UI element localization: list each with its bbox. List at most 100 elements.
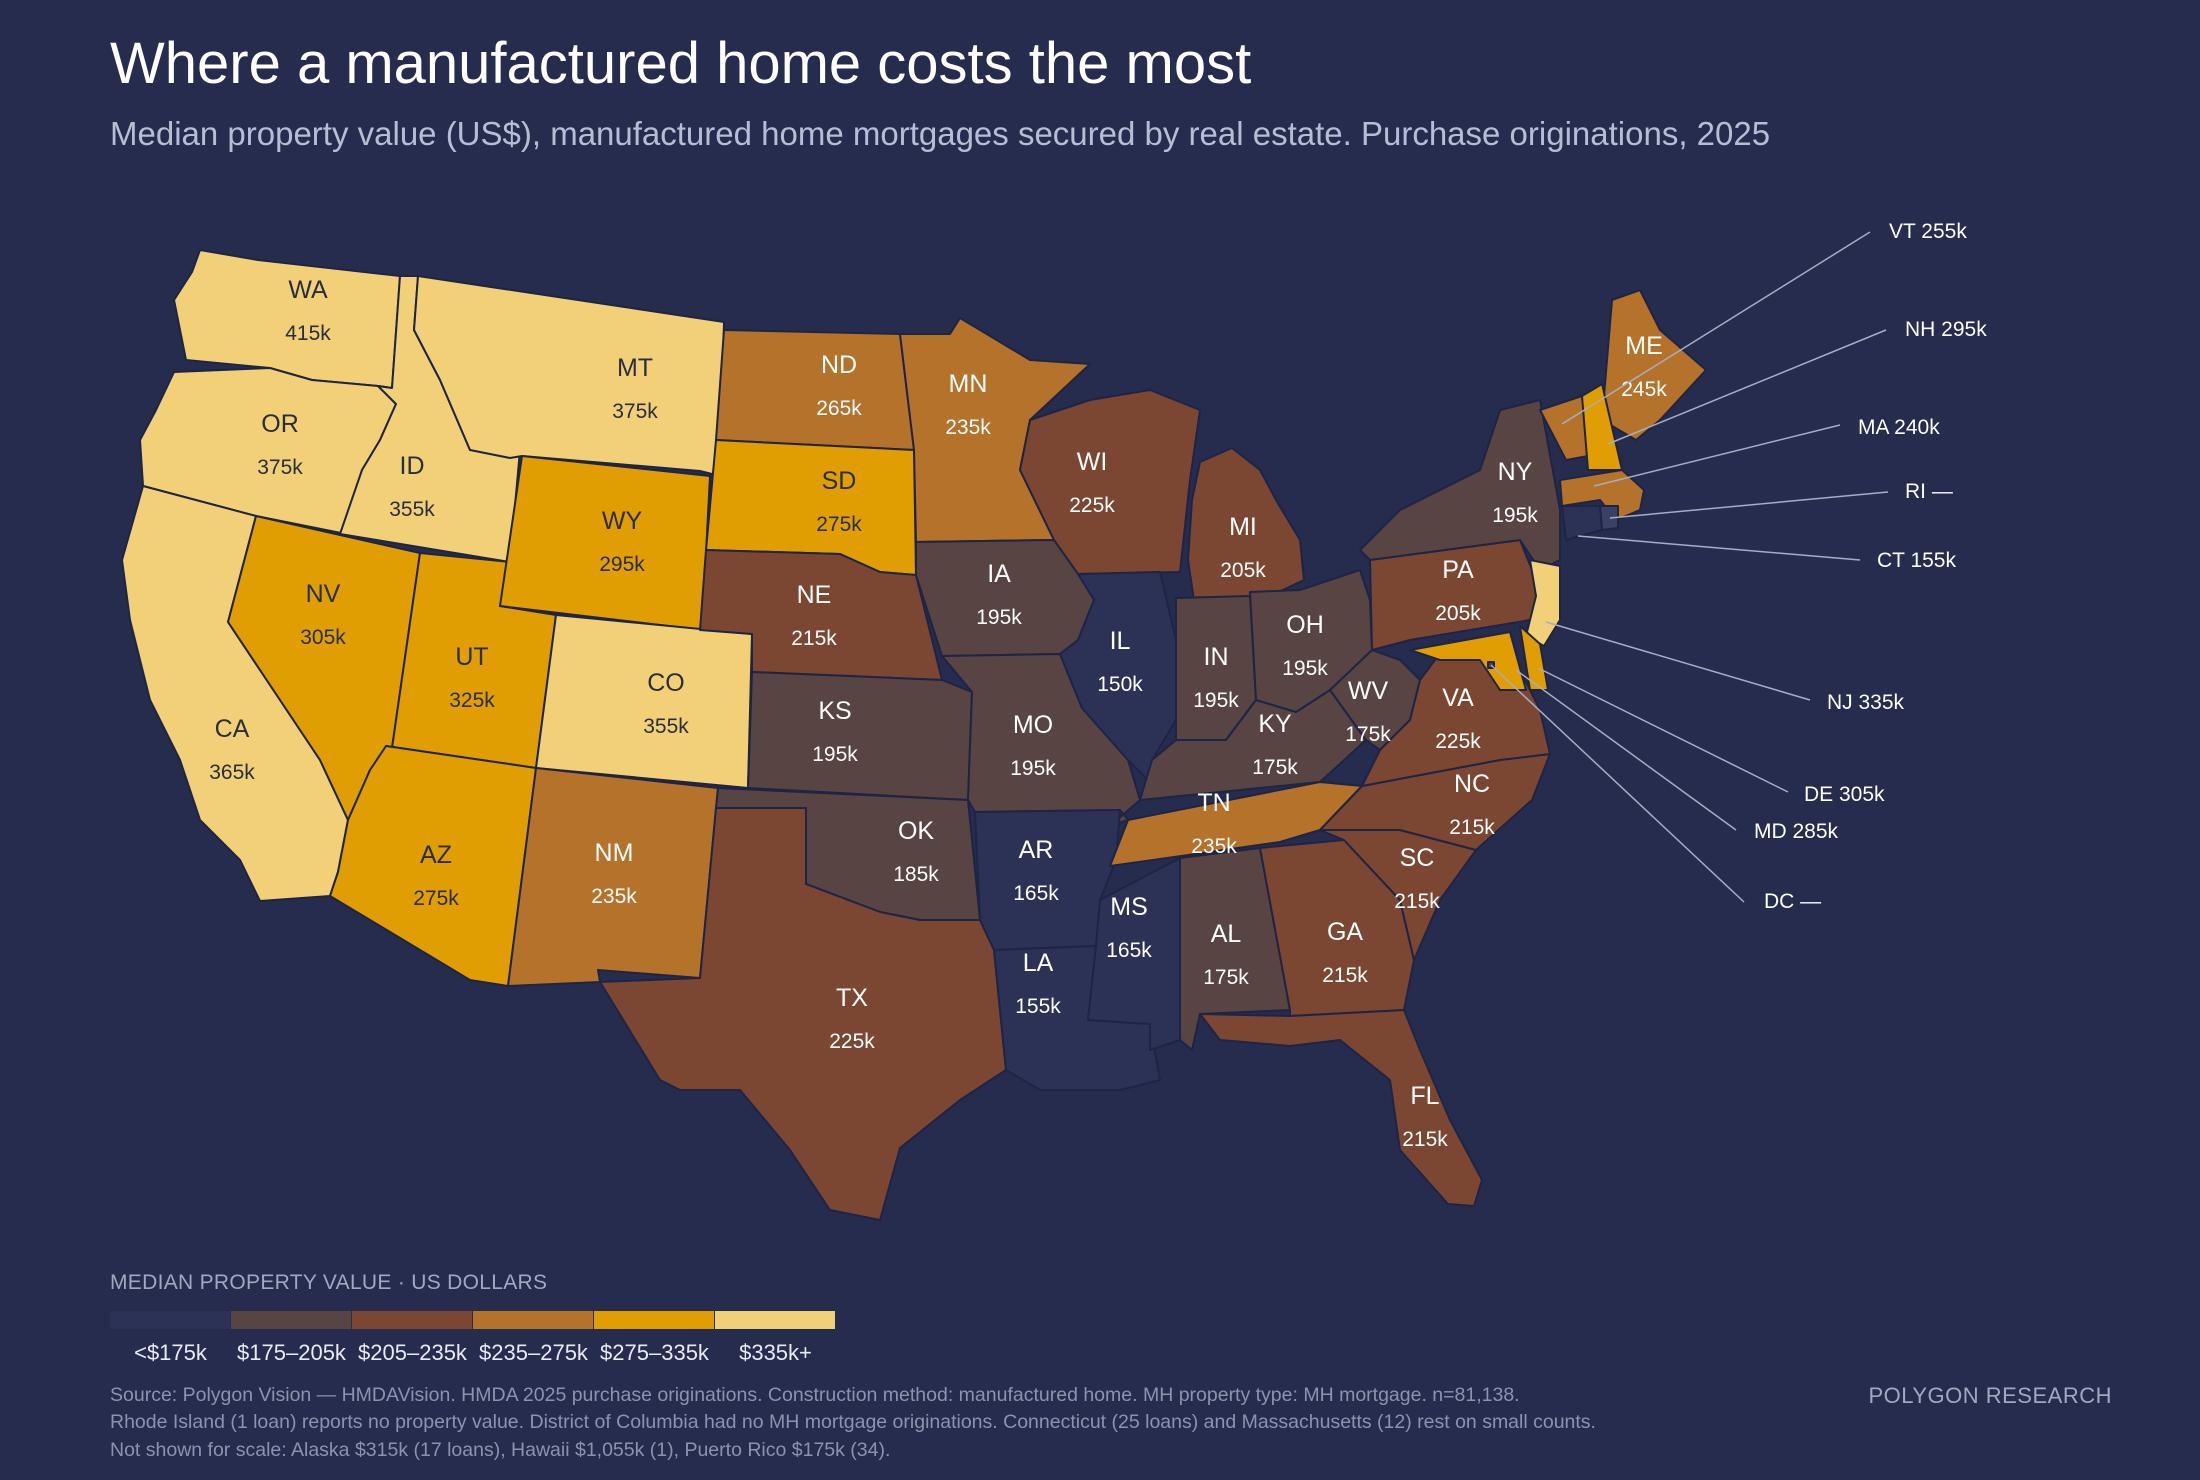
label-WY: WY (602, 507, 643, 535)
value-LA: 155k (1015, 995, 1061, 1018)
value-NM: 235k (591, 885, 637, 908)
value-MS: 165k (1106, 939, 1152, 962)
value-TN: 235k (1191, 835, 1237, 858)
label-TN: TN (1197, 789, 1230, 817)
callout-line-NH (1607, 329, 1887, 445)
state-KS[interactable] (747, 671, 973, 801)
value-CA: 365k (209, 761, 255, 784)
legend-swatch-3 (352, 1311, 472, 1329)
label-MN: MN (949, 370, 988, 398)
legend-label-5: $275–335k (600, 1340, 709, 1365)
label-AL: AL (1211, 920, 1242, 948)
callout-line-CT (1577, 535, 1861, 561)
value-MN: 235k (945, 416, 991, 439)
label-IN: IN (1204, 643, 1229, 671)
label-NE: NE (797, 581, 832, 609)
value-WI: 225k (1069, 494, 1115, 517)
legend-title: MEDIAN PROPERTY VALUE · US DOLLARS (110, 1271, 548, 1294)
state-TX[interactable] (599, 807, 1007, 1221)
callout-CT: CT 155k (1877, 549, 1956, 572)
value-SD: 275k (816, 513, 862, 536)
callout-RI: RI — (1905, 480, 1953, 503)
label-OK: OK (898, 817, 934, 845)
label-MO: MO (1013, 711, 1053, 739)
legend-swatch-1 (110, 1311, 230, 1329)
callout-VT: VT 255k (1889, 220, 1967, 243)
state-NJ[interactable] (1525, 559, 1561, 647)
label-WV: WV (1348, 677, 1389, 705)
label-LA: LA (1023, 949, 1054, 977)
map-subtitle: Median property value (US$), manufacture… (110, 115, 1771, 152)
value-CO: 355k (643, 715, 689, 738)
legend-label-2: $175–205k (237, 1340, 346, 1365)
state-WI[interactable] (1019, 389, 1201, 575)
value-ID: 355k (389, 498, 435, 521)
value-MI: 205k (1220, 559, 1266, 582)
label-CO: CO (647, 669, 685, 697)
callout-DC: DC — (1764, 890, 1821, 913)
source-note-line-3: Not shown for scale: Alaska $315k (17 lo… (110, 1439, 891, 1461)
value-OR: 375k (257, 456, 303, 479)
label-OR: OR (261, 410, 299, 438)
state-ME[interactable] (1601, 289, 1707, 441)
state-CO[interactable] (535, 614, 753, 789)
callout-DE: DE 305k (1804, 783, 1885, 806)
label-OH: OH (1286, 611, 1324, 639)
value-IL: 150k (1097, 673, 1143, 696)
label-MI: MI (1229, 513, 1257, 541)
label-VA: VA (1442, 684, 1474, 712)
value-PA: 205k (1435, 602, 1481, 625)
state-ND[interactable] (715, 329, 915, 451)
value-SC: 215k (1394, 890, 1440, 913)
label-NV: NV (306, 580, 341, 608)
state-FL[interactable] (1199, 1009, 1483, 1207)
state-DE[interactable] (1519, 625, 1549, 691)
callout-line-NJ (1545, 621, 1811, 701)
label-CA: CA (215, 715, 250, 743)
source-note-line-1: Source: Polygon Vision — HMDAVision. HMD… (110, 1384, 1520, 1406)
label-AZ: AZ (420, 841, 452, 869)
legend-swatch-4 (473, 1311, 593, 1329)
value-WV: 175k (1345, 723, 1391, 746)
label-KS: KS (818, 697, 851, 725)
label-IL: IL (1110, 627, 1131, 655)
state-WA[interactable] (173, 249, 401, 389)
state-NY[interactable] (1359, 399, 1561, 571)
state-IL[interactable] (1059, 571, 1177, 783)
value-NY: 195k (1492, 504, 1538, 527)
label-GA: GA (1327, 918, 1363, 946)
label-AR: AR (1019, 836, 1054, 864)
state-NM[interactable] (507, 767, 719, 987)
legend-bar (110, 1311, 836, 1329)
legend-label-1: <$175k (134, 1340, 207, 1365)
value-IA: 195k (976, 606, 1022, 629)
state-WY[interactable] (499, 455, 711, 631)
value-WY: 295k (599, 553, 645, 576)
value-OK: 185k (893, 863, 939, 886)
legend-labels: <$175k $175–205k $205–235k $235–275k $27… (110, 1340, 836, 1366)
label-WA: WA (288, 276, 328, 304)
state-CT[interactable] (1561, 505, 1603, 541)
label-IA: IA (987, 560, 1011, 588)
callout-MA: MA 240k (1858, 416, 1940, 439)
callout-NH: NH 295k (1905, 318, 1987, 341)
label-UT: UT (455, 643, 488, 671)
states-layer (121, 249, 1707, 1221)
labels-layer: WA 415k OR 375k CA 365k ID 355k MT 375k … (209, 276, 1667, 1151)
callout-NJ: NJ 335k (1827, 691, 1905, 714)
value-NV: 305k (300, 626, 346, 649)
label-SC: SC (1400, 844, 1435, 872)
callout-line-MD (1515, 669, 1737, 831)
callout-line-RI (1609, 491, 1889, 519)
value-MO: 195k (1010, 757, 1056, 780)
label-MT: MT (617, 354, 653, 382)
value-KY: 175k (1252, 756, 1298, 779)
label-KY: KY (1258, 710, 1292, 738)
value-NE: 215k (791, 627, 837, 650)
state-MD[interactable] (1409, 631, 1527, 691)
value-MT: 375k (612, 400, 658, 423)
state-MI[interactable] (1187, 447, 1305, 601)
label-SD: SD (822, 467, 857, 495)
value-KS: 195k (812, 743, 858, 766)
label-NY: NY (1498, 458, 1533, 486)
